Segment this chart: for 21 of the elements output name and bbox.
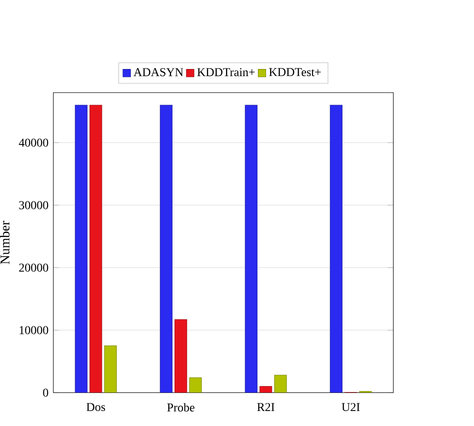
bar [174, 319, 188, 393]
legend-label: ADASYN [134, 68, 184, 76]
bar [74, 104, 88, 393]
bar [90, 104, 102, 393]
legend-label: KDDTest+ [269, 68, 321, 76]
y-axis-title: Number [0, 220, 10, 264]
x-tick-label: Probe [167, 403, 194, 412]
y-tick-label: 30000 [19, 201, 48, 210]
bar [160, 104, 172, 393]
bar [244, 104, 258, 393]
x-tick-label: Dos [86, 403, 106, 412]
y-tick-label: 0 [43, 388, 48, 397]
bar [330, 104, 342, 393]
y-tick-label: 40000 [18, 138, 48, 147]
x-tick-label: R2I [257, 403, 274, 412]
x-tick-label: U2I [342, 403, 360, 412]
bar [260, 386, 272, 393]
bar [104, 346, 117, 393]
y-tick-label: 20000 [19, 264, 48, 272]
legend-label: KDDTrain+ [197, 68, 255, 76]
y-tick-label: 10000 [20, 326, 48, 334]
